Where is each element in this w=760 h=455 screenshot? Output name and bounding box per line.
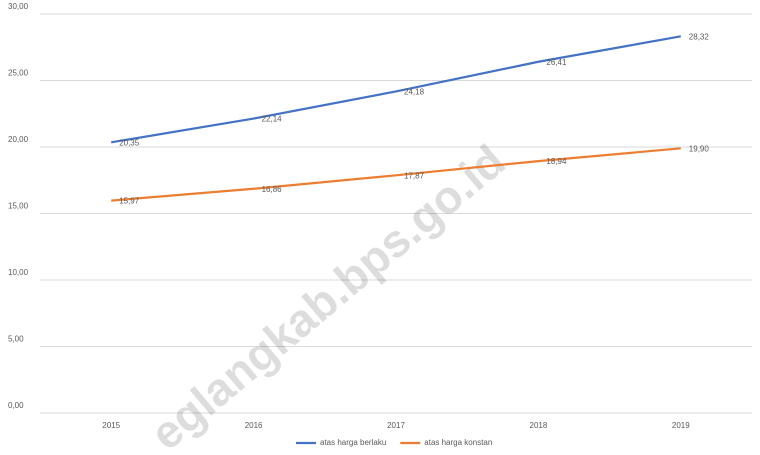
- data-label: 18,94: [546, 157, 567, 166]
- data-label: 22,14: [262, 115, 283, 124]
- y-tick-label: 5,00: [8, 335, 24, 344]
- y-tick-label: 0,00: [8, 401, 24, 410]
- x-tick-label: 2018: [530, 421, 548, 430]
- data-label: 19,90: [689, 144, 710, 153]
- y-tick-label: 15,00: [8, 202, 29, 211]
- data-label: 20,35: [119, 138, 140, 147]
- data-label: 17,87: [404, 171, 425, 180]
- x-tick-label: 2015: [102, 421, 120, 430]
- x-tick-label: 2017: [387, 421, 405, 430]
- x-tick-label: 2019: [672, 421, 690, 430]
- data-label: 26,41: [546, 58, 567, 67]
- data-label: 16,86: [262, 185, 283, 194]
- series-line: [111, 147, 681, 202]
- y-tick-label: 10,00: [8, 268, 29, 277]
- data-label: 28,32: [689, 32, 710, 41]
- series-line: [111, 35, 681, 144]
- y-tick-label: 30,00: [8, 2, 29, 11]
- legend-label: atas harga berlaku: [320, 438, 386, 447]
- y-tick-label: 25,00: [8, 69, 29, 78]
- y-tick-label: 20,00: [8, 135, 29, 144]
- x-tick-label: 2016: [245, 421, 263, 430]
- legend-label: atas harga konstan: [424, 438, 492, 447]
- data-label: 24,18: [404, 88, 425, 97]
- data-label: 15,97: [119, 197, 140, 206]
